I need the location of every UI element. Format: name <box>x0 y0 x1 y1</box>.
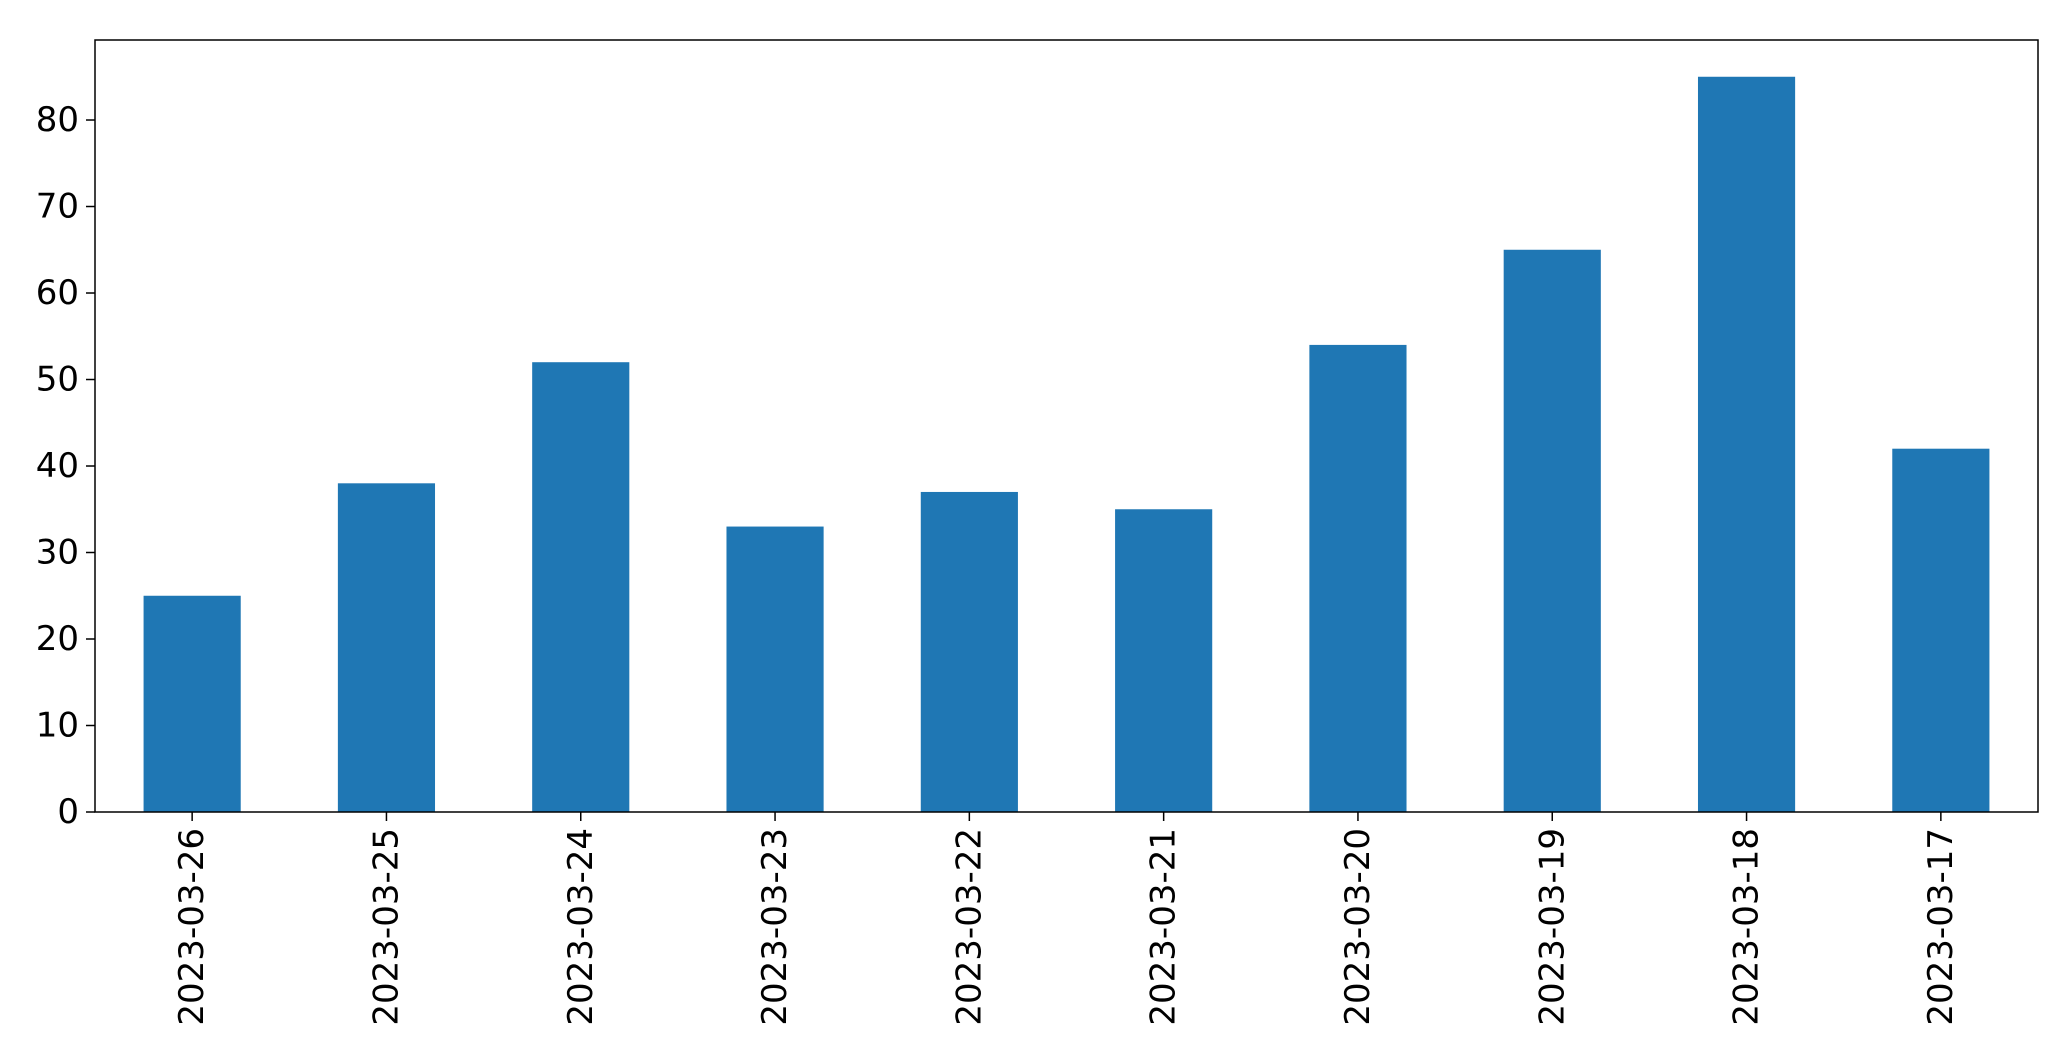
y-tick-label: 50 <box>36 360 79 400</box>
x-tick-label: 2023-03-24 <box>561 828 601 1026</box>
x-tick-label: 2023-03-18 <box>1727 828 1767 1026</box>
bar-2023-03-25 <box>337 483 436 812</box>
y-tick-label: 40 <box>36 446 79 486</box>
y-tick-label: 70 <box>36 187 79 227</box>
bar-2023-03-23 <box>726 526 824 812</box>
bar-2023-03-19 <box>1503 249 1601 813</box>
bar-2023-03-18 <box>1697 76 1796 812</box>
y-axis: 0 10 20 30 40 50 60 70 80 <box>36 100 95 832</box>
y-tick-label: 20 <box>36 619 79 659</box>
x-tick-label: 2023-03-23 <box>755 828 795 1026</box>
x-tick-label: 2023-03-19 <box>1532 828 1572 1026</box>
bar-2023-03-21 <box>1115 509 1213 812</box>
bar-2023-03-17 <box>1892 448 1990 812</box>
y-tick-label: 80 <box>36 100 79 140</box>
x-tick-label: 2023-03-25 <box>366 828 406 1026</box>
plot-frame <box>94 39 2039 813</box>
x-axis: 2023-03-26 2023-03-25 2023-03-24 2023-03-23… <box>172 812 1961 1026</box>
x-tick-label: 2023-03-20 <box>1338 828 1378 1026</box>
x-tick-label: 2023-03-22 <box>949 828 989 1026</box>
x-tick-label: 2023-03-17 <box>1921 828 1961 1026</box>
bar-2023-03-26 <box>143 595 241 812</box>
y-tick-label: 10 <box>36 706 79 746</box>
x-tick-label: 2023-03-26 <box>172 828 212 1026</box>
x-tick-label: 2023-03-21 <box>1144 828 1184 1026</box>
bar-2023-03-22 <box>920 491 1018 812</box>
bar-2023-03-20 <box>1309 344 1407 812</box>
bar-2023-03-24 <box>532 362 630 812</box>
y-tick-label: 60 <box>36 273 79 313</box>
bars-layer <box>143 76 1990 813</box>
y-tick-label: 0 <box>57 792 79 832</box>
y-tick-label: 30 <box>36 533 79 573</box>
